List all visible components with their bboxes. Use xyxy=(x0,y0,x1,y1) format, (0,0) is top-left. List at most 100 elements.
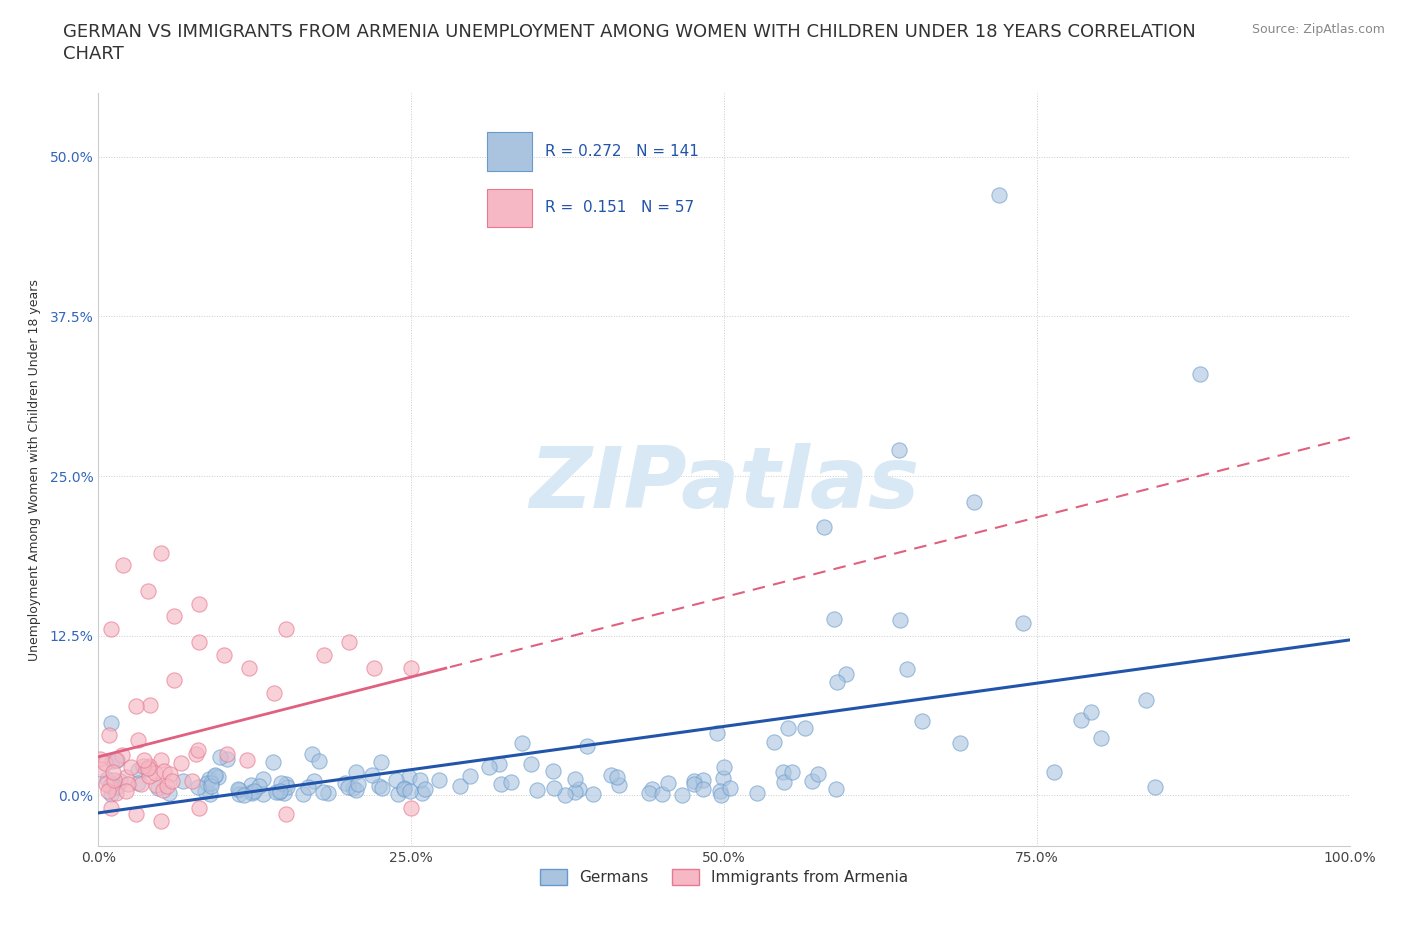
Point xyxy=(835,667,858,682)
Point xyxy=(90,762,112,777)
Point xyxy=(136,762,159,777)
Point xyxy=(706,725,728,740)
Point xyxy=(152,783,174,798)
Point xyxy=(200,776,222,790)
Point xyxy=(1144,779,1167,794)
Point xyxy=(543,780,565,795)
Point xyxy=(564,772,586,787)
Point xyxy=(301,747,323,762)
Point xyxy=(156,778,179,793)
Point xyxy=(316,786,339,801)
Point xyxy=(103,773,125,788)
Point xyxy=(101,764,124,779)
Point xyxy=(427,772,450,787)
Point xyxy=(541,764,564,778)
Point xyxy=(200,778,222,793)
Point xyxy=(89,751,111,766)
Point xyxy=(212,647,235,662)
Point xyxy=(98,727,121,742)
Point xyxy=(239,777,262,792)
Point xyxy=(449,778,471,793)
Point xyxy=(96,771,118,786)
Point xyxy=(269,784,291,799)
Point xyxy=(401,801,423,816)
Point xyxy=(157,785,180,800)
Point xyxy=(125,807,148,822)
Point xyxy=(187,743,209,758)
Point xyxy=(127,776,149,790)
Point xyxy=(238,660,260,675)
Point xyxy=(204,769,226,784)
Point xyxy=(337,634,360,649)
Point xyxy=(115,770,138,785)
Point xyxy=(138,768,160,783)
Point xyxy=(100,716,122,731)
Point xyxy=(187,634,209,649)
Point xyxy=(651,787,673,802)
Point xyxy=(641,781,664,796)
Point xyxy=(384,773,406,788)
Point xyxy=(409,773,432,788)
Point xyxy=(1012,616,1035,631)
Point xyxy=(138,761,160,776)
Point xyxy=(772,765,794,780)
Text: CHART: CHART xyxy=(63,45,124,62)
Point xyxy=(143,765,166,780)
Point xyxy=(117,777,139,791)
Point xyxy=(292,787,315,802)
Point xyxy=(683,777,706,791)
Point xyxy=(139,698,162,712)
Point xyxy=(204,767,226,782)
Point xyxy=(242,783,264,798)
Point xyxy=(138,759,160,774)
Point xyxy=(773,775,796,790)
Text: Source: ZipAtlas.com: Source: ZipAtlas.com xyxy=(1251,23,1385,36)
Text: GERMAN VS IMMIGRANTS FROM ARMENIA UNEMPLOYMENT AMONG WOMEN WITH CHILDREN UNDER 1: GERMAN VS IMMIGRANTS FROM ARMENIA UNEMPL… xyxy=(63,23,1197,41)
Point xyxy=(180,774,202,789)
Point xyxy=(129,777,152,791)
Point xyxy=(478,759,501,774)
Point xyxy=(488,756,510,771)
Point xyxy=(711,771,734,786)
Point xyxy=(510,736,533,751)
Point xyxy=(150,814,173,829)
Point xyxy=(823,611,845,626)
Point xyxy=(501,775,523,790)
Point xyxy=(582,786,605,801)
Point xyxy=(195,776,218,790)
Point xyxy=(333,776,356,790)
Point xyxy=(132,752,155,767)
Point xyxy=(150,545,173,560)
Point xyxy=(1080,705,1102,720)
Point xyxy=(162,609,184,624)
Point xyxy=(1070,712,1092,727)
Point xyxy=(208,750,231,764)
Point xyxy=(169,755,191,770)
Point xyxy=(186,747,208,762)
Point xyxy=(776,720,799,735)
Text: ZIPatlas: ZIPatlas xyxy=(529,444,920,526)
Point xyxy=(312,647,335,662)
Point xyxy=(413,781,436,796)
Point xyxy=(399,783,422,798)
Point xyxy=(520,756,543,771)
Point xyxy=(607,777,630,792)
Point xyxy=(115,783,138,798)
Point xyxy=(127,732,149,747)
Point xyxy=(825,674,848,689)
Point xyxy=(217,746,239,761)
Point xyxy=(159,766,181,781)
Point xyxy=(458,769,481,784)
Point xyxy=(94,756,117,771)
Point xyxy=(344,764,367,779)
Point xyxy=(132,759,155,774)
Point xyxy=(104,786,127,801)
Point xyxy=(489,777,512,791)
Point xyxy=(554,787,576,802)
Point xyxy=(361,767,384,782)
Point xyxy=(576,738,599,753)
Point xyxy=(172,774,194,789)
Point xyxy=(718,780,741,795)
Point xyxy=(105,780,128,795)
Point xyxy=(344,782,367,797)
